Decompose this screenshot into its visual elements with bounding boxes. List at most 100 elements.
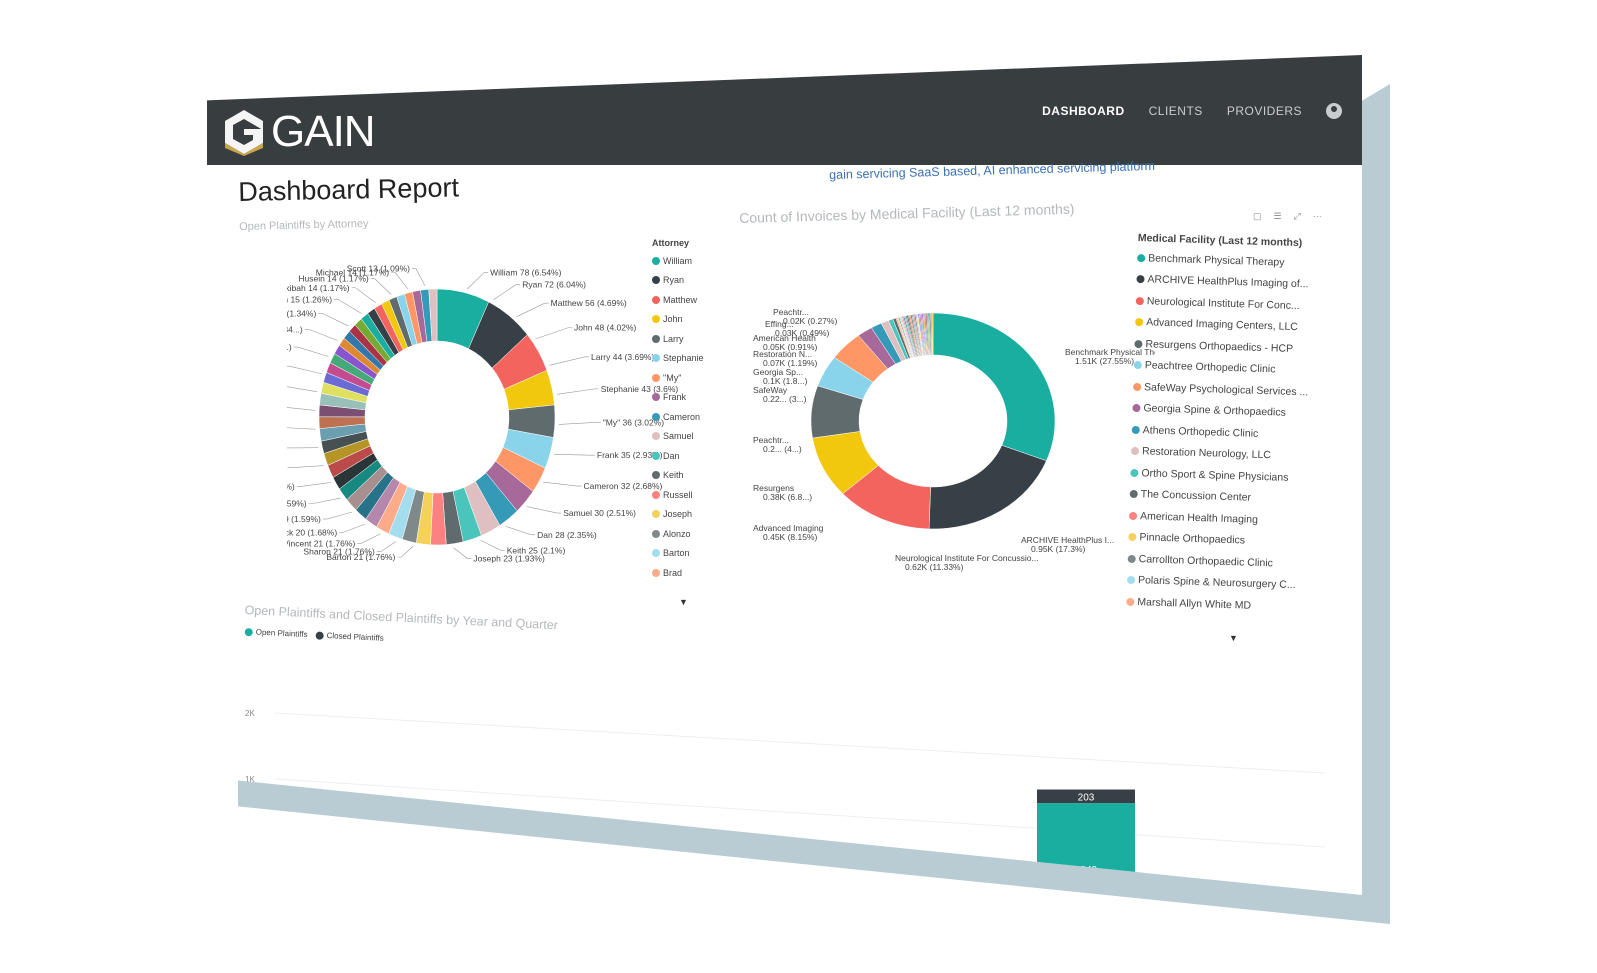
legend-swatch: [1132, 404, 1141, 413]
donut-slice[interactable]: [928, 445, 1047, 530]
legend-label: Samuel: [663, 431, 694, 442]
legend-label: Benchmark Physical Therapy: [1147, 252, 1285, 269]
leader-line: [480, 539, 505, 551]
legend-label: Brad: [663, 567, 683, 578]
nav-providers[interactable]: PROVIDERS: [1226, 104, 1302, 118]
legend-label: "My": [663, 372, 682, 383]
legend-label: Georgia Spine & Orthopaedics: [1143, 402, 1286, 419]
svg-text:Neurological Institute For Con: Neurological Institute For Concussio...: [895, 553, 1039, 563]
legend-label: Dan: [663, 450, 680, 461]
leader-line: [453, 547, 472, 559]
slice-data-label: Restoration N...0.07K (1.19%): [753, 349, 818, 368]
legend-swatch: [652, 549, 660, 558]
nav-dashboard[interactable]: DASHBOARD: [1042, 104, 1125, 118]
leader-line: [554, 453, 595, 456]
legend-item[interactable]: Barton: [652, 544, 704, 564]
user-icon[interactable]: [1326, 103, 1342, 119]
more-icon[interactable]: ···: [1312, 211, 1322, 221]
legend-item[interactable]: Cameron: [652, 407, 704, 427]
slice-data-label: Larry 44 (3.69%): [591, 352, 654, 362]
legend-item[interactable]: Stephanie: [652, 349, 704, 369]
y-tick-label: 2K: [245, 709, 255, 718]
legend-swatch: [1130, 447, 1140, 456]
legend-open-plaintiffs[interactable]: Open Plaintiffs: [244, 627, 308, 639]
legend-item[interactable]: Larry: [652, 329, 704, 349]
legend-item[interactable]: Samuel: [652, 427, 704, 447]
slice-data-label: ARCHIVE HealthPlus I...0.95K (17.3%): [1021, 535, 1114, 554]
copy-icon[interactable]: ▢: [1253, 211, 1262, 221]
donut-slice[interactable]: [428, 288, 438, 342]
leader-line: [370, 278, 392, 295]
legend-item[interactable]: Marshall Allyn White MD: [1126, 591, 1302, 618]
legend-item[interactable]: Brad: [652, 563, 704, 583]
svg-text:ARCHIVE HealthPlus I...: ARCHIVE HealthPlus I...: [1021, 535, 1114, 545]
leader-line: [412, 268, 426, 286]
legend-label: Stephanie: [663, 353, 704, 364]
legend-item[interactable]: "My": [652, 368, 704, 388]
facility-legend: Medical Facility (Last 12 months) Benchm…: [1126, 232, 1313, 618]
chevron-down-icon[interactable]: ▼: [1229, 633, 1238, 643]
filter-icon[interactable]: ☰: [1273, 211, 1282, 221]
legend-item[interactable]: Russell: [652, 485, 704, 505]
slice-data-label: Michael 14 (1.17%): [316, 267, 389, 277]
chevron-down-icon[interactable]: ▼: [679, 597, 688, 607]
bar-closed-plaintiffs[interactable]: [1037, 789, 1135, 804]
legend-swatch: [1126, 597, 1135, 606]
leader-line: [535, 327, 573, 340]
legend-label: Advanced Imaging Centers, LLC: [1145, 316, 1299, 334]
top-navigation-bar: GAIN DASHBOARD CLIENTS PROVIDERS: [207, 55, 1362, 165]
attorney-donut-chart[interactable]: William 78 (6.54%)Ryan 72 (6.04%) Matthew…: [287, 255, 687, 585]
legend-item[interactable]: Matthew: [652, 290, 704, 310]
legend-swatch: [652, 256, 660, 265]
gain-logo[interactable]: GAIN: [223, 107, 376, 157]
legend-closed-plaintiffs[interactable]: Closed Plaintiffs: [315, 630, 384, 643]
legend-item[interactable]: William: [652, 251, 704, 271]
slice-data-label: Samuel 30 (2.51%): [563, 508, 636, 518]
donut-slice[interactable]: [931, 312, 934, 356]
legend-item[interactable]: Dan: [652, 446, 704, 466]
legend-label: Ortho Sport & Spine Physicians: [1141, 466, 1289, 484]
legend-item[interactable]: John: [652, 310, 704, 330]
slice-data-label: Benchmark Physical The...1.51K (27.55%): [1065, 347, 1155, 366]
legend-swatch: [652, 412, 660, 421]
legend-swatch: [652, 451, 660, 460]
leader-line: [516, 302, 549, 318]
leader-line: [391, 271, 408, 290]
legend-item[interactable]: Alonzo: [652, 524, 704, 544]
legend-item[interactable]: Keith: [652, 466, 704, 486]
legend-swatch: [1134, 339, 1143, 348]
legend-item[interactable]: Frank: [652, 388, 704, 408]
donut-slice[interactable]: [932, 312, 1056, 462]
legend-swatch: [1135, 296, 1144, 305]
focus-icon[interactable]: ⤢: [1293, 211, 1301, 221]
svg-text:0.22... (3...): 0.22... (3...): [763, 394, 807, 404]
legend-item[interactable]: Ryan: [652, 271, 704, 291]
slice-data-label: Peachtr...0.2... (4...): [753, 435, 802, 454]
leader-line: [543, 481, 582, 487]
bar-data-label: 203: [1078, 792, 1095, 803]
slice-data-label: Cade 16 (1.3...): [287, 342, 292, 352]
legend-item[interactable]: Joseph: [652, 505, 704, 525]
leader-line: [397, 546, 414, 558]
svg-text:0.02K (0.27%): 0.02K (0.27%): [783, 316, 838, 326]
legend-swatch: [1129, 490, 1138, 499]
legend-swatch: [652, 529, 660, 538]
legend-label: Russell: [663, 489, 693, 500]
nav-clients[interactable]: CLIENTS: [1148, 104, 1203, 118]
facility-donut-chart[interactable]: Benchmark Physical The...1.51K (27.55%) A…: [735, 293, 1155, 583]
brand-name: GAIN: [271, 107, 376, 156]
slice-data-label: Ahkibah 14 (1.17%): [287, 283, 350, 293]
legend-label: Neurological Institute For Conc...: [1146, 295, 1300, 312]
legend-swatch: [652, 315, 660, 324]
slice-data-label: Husein 14 (1.17%): [298, 274, 369, 284]
legend-swatch: [1135, 318, 1144, 327]
slice-data-label: Todd 19 (1.59%): [287, 481, 295, 491]
legend-label: John: [663, 314, 683, 325]
legend-swatch: [1126, 576, 1136, 585]
slice-data-label: Harrison 19 (1.59%): [287, 514, 321, 524]
slice-data-label: Effing...0.03K (0.49%): [765, 319, 830, 338]
legend-label: Joseph: [663, 509, 693, 520]
